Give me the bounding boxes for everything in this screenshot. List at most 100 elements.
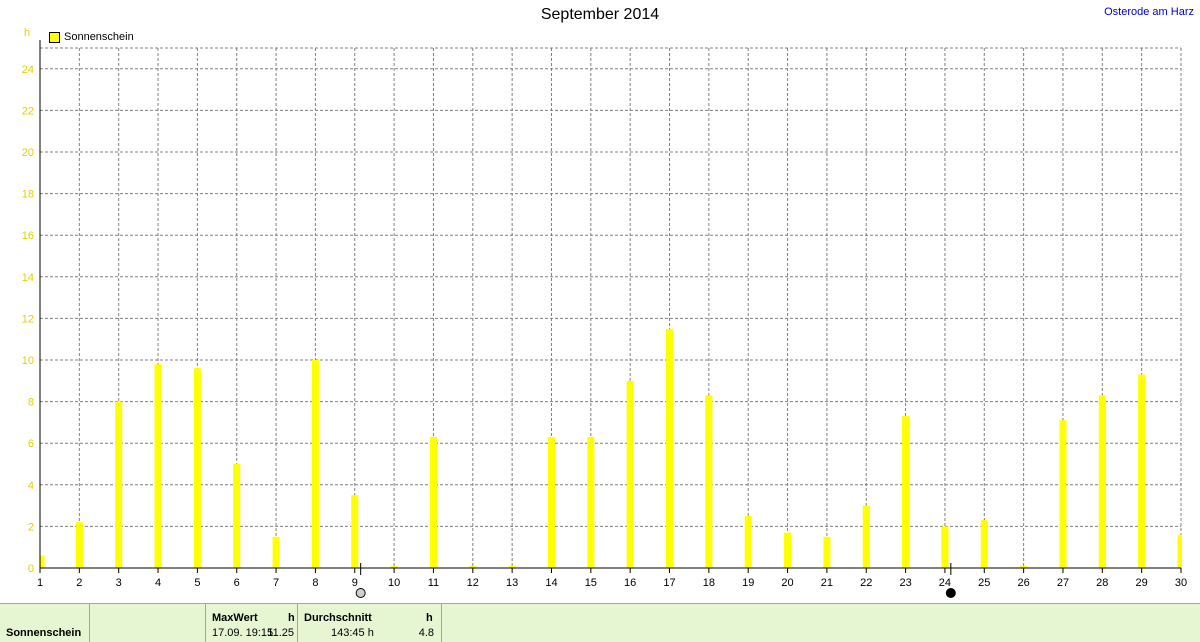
bar xyxy=(390,565,398,568)
y-axis-unit: h xyxy=(24,27,31,39)
y-tick-label: 22 xyxy=(22,105,34,117)
x-tick-label: 6 xyxy=(234,577,240,589)
x-tick-label: 15 xyxy=(585,577,597,589)
x-tick-label: 19 xyxy=(742,577,754,589)
x-tick-label: 29 xyxy=(1136,577,1148,589)
y-tick-label: 2 xyxy=(28,521,34,533)
bar xyxy=(902,416,910,568)
y-tick-label: 4 xyxy=(28,480,34,492)
bar xyxy=(980,520,988,568)
y-tick-label: 16 xyxy=(22,230,34,242)
x-tick-label: 8 xyxy=(312,577,318,589)
summary-empty-cell xyxy=(90,604,206,642)
x-tick-label: 16 xyxy=(624,577,636,589)
summary-table: Sonnenschein MaxWert h 17.09. 19:15 11.2… xyxy=(0,603,1200,642)
avg-unit: h xyxy=(426,612,433,624)
x-tick-labels: 1 2 3 4 5 6 7 8 9 10 11 12 13 14 15 16 17 18 19 20 21 22 23 24 2… xyxy=(37,577,1187,589)
avg-value: 4.8 xyxy=(418,627,434,639)
x-tick-label: 27 xyxy=(1057,577,1069,589)
legend: Sonnenschein xyxy=(49,31,134,43)
x-tick-label: 28 xyxy=(1096,577,1108,589)
bar xyxy=(705,395,713,568)
y-tick-label: 20 xyxy=(22,147,34,159)
bar xyxy=(233,464,241,568)
max-datetime: 17.09. 19:15 xyxy=(212,627,274,639)
y-tick-label: 14 xyxy=(22,272,34,284)
bar xyxy=(469,565,477,568)
x-tick-label: 20 xyxy=(781,577,793,589)
bar xyxy=(193,368,201,568)
avg-total: 143:45 h xyxy=(331,627,374,639)
y-tick-label: 0 xyxy=(28,563,34,575)
max-unit: h xyxy=(288,612,295,624)
bar xyxy=(784,532,792,568)
bar xyxy=(115,401,123,568)
new-moon-icon xyxy=(945,588,956,598)
x-tick-label: 3 xyxy=(116,577,122,589)
bar xyxy=(823,536,831,568)
grid-lines xyxy=(40,47,1182,568)
max-value: 11.25 xyxy=(267,627,294,639)
avg-header: Durchschnitt xyxy=(304,612,372,624)
bar xyxy=(941,526,949,568)
x-tick-label: 4 xyxy=(155,577,161,589)
y-tick-label: 8 xyxy=(28,397,34,409)
axes xyxy=(39,40,1182,573)
full-moon-icon xyxy=(355,588,366,598)
x-tick-label: 23 xyxy=(899,577,911,589)
bar xyxy=(429,436,437,568)
bar xyxy=(744,516,752,568)
x-tick-label: 13 xyxy=(506,577,518,589)
summary-max-cell: MaxWert h 17.09. 19:15 11.25 xyxy=(206,604,298,642)
x-tick-label: 22 xyxy=(860,577,872,589)
bar xyxy=(40,555,45,568)
x-tick-label: 9 xyxy=(352,577,358,589)
max-header: MaxWert xyxy=(212,612,258,624)
legend-label: Sonnenschein xyxy=(64,31,134,43)
x-tick-label: 1 xyxy=(37,577,43,589)
bar xyxy=(508,565,516,568)
legend-swatch xyxy=(49,31,60,43)
moon-markers xyxy=(355,563,956,598)
summary-row-label-cell: Sonnenschein xyxy=(0,604,90,642)
x-tick-label: 21 xyxy=(821,577,833,589)
bar xyxy=(311,360,319,568)
summary-avg-cell: Durchschnitt h 143:45 h 4.8 xyxy=(298,604,442,642)
bar xyxy=(862,505,870,568)
bar xyxy=(547,436,555,568)
x-tick-label: 18 xyxy=(703,577,715,589)
y-tick-label: 18 xyxy=(22,189,34,201)
x-tick-label: 7 xyxy=(273,577,279,589)
x-tick-label: 12 xyxy=(467,577,479,589)
bar xyxy=(272,536,280,568)
y-tick-label: 10 xyxy=(22,355,34,367)
location-link[interactable]: Osterode am Harz xyxy=(1104,6,1194,18)
x-tick-label: 2 xyxy=(76,577,82,589)
y-tick-label: 24 xyxy=(22,64,34,76)
x-tick-label: 14 xyxy=(545,577,557,589)
y-tick-label: 12 xyxy=(22,313,34,325)
x-tick-label: 10 xyxy=(388,577,400,589)
bars xyxy=(40,328,1182,568)
summary-row-label: Sonnenschein xyxy=(6,627,82,639)
bar xyxy=(587,436,595,568)
y-tick-label: 6 xyxy=(28,438,34,450)
bar xyxy=(75,522,83,568)
bar xyxy=(1138,374,1146,568)
bar xyxy=(626,380,634,568)
bar xyxy=(1177,534,1182,568)
bar xyxy=(666,328,674,568)
bar xyxy=(1020,565,1028,568)
x-tick-label: 30 xyxy=(1175,577,1187,589)
bar xyxy=(1098,395,1106,568)
x-tick-label: 11 xyxy=(428,577,439,589)
x-tick-label: 25 xyxy=(978,577,990,589)
x-tick-label: 17 xyxy=(663,577,675,589)
x-tick-label: 24 xyxy=(939,577,951,589)
bar xyxy=(154,364,162,568)
bar xyxy=(1059,420,1067,568)
bar xyxy=(351,495,359,568)
x-tick-label: 5 xyxy=(194,577,200,589)
